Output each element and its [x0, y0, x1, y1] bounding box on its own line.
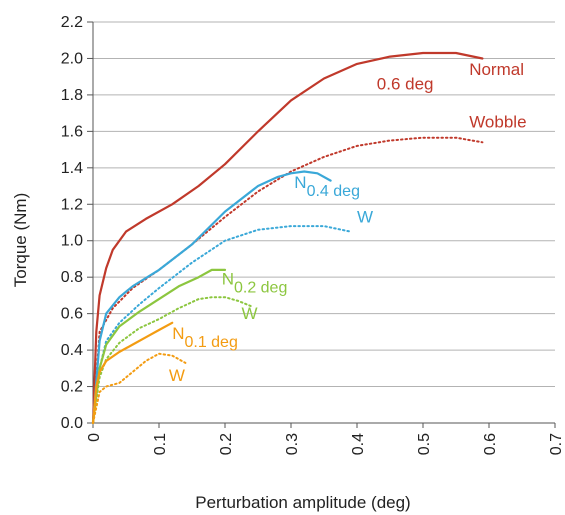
- y-tick-label: 1.6: [61, 123, 83, 140]
- annotation-label: 0.6 deg: [377, 74, 434, 93]
- y-tick-label: 0.4: [61, 342, 83, 359]
- series-line-0.4-deg-solid: [91, 170, 332, 425]
- axes: [87, 21, 556, 428]
- y-tick-label: 1.8: [61, 87, 83, 104]
- y-tick-label: 0.6: [61, 306, 83, 323]
- x-tick-label: 0.7: [548, 433, 565, 455]
- y-tick-label: 1.0: [61, 233, 83, 250]
- series-lines: [91, 51, 484, 425]
- y-tick-label: 0.2: [61, 379, 83, 396]
- y-tick-label: 2.0: [61, 50, 83, 67]
- series-line-0.2-deg-dotted: [92, 296, 253, 424]
- annotation-label: Normal: [469, 60, 524, 79]
- y-tick-label: 1.2: [61, 196, 83, 213]
- y-tick-label: 0.8: [61, 269, 83, 286]
- annotation-label: N0.4 deg: [294, 173, 360, 200]
- annotation-label: N0.1 deg: [172, 324, 238, 351]
- x-tick-label: 0.4: [350, 433, 367, 455]
- y-axis-title: Torque (Nm): [11, 193, 30, 287]
- annotation-label: Wobble: [469, 113, 526, 132]
- series-line-0.6-deg-dotted: [92, 136, 484, 424]
- y-tick-label: 1.4: [61, 160, 83, 177]
- y-tick-label: 0.0: [61, 415, 83, 432]
- annotation-label: W: [169, 366, 185, 385]
- x-tick-label: 0.5: [416, 433, 433, 455]
- x-axis-title: Perturbation amplitude (deg): [195, 493, 410, 512]
- x-tick-label: 0.3: [284, 433, 301, 455]
- x-tick-label: 0.1: [152, 433, 169, 455]
- x-tick-label: 0.2: [218, 433, 235, 455]
- series-line-0.4-deg-dotted: [92, 225, 352, 424]
- annotation-label: W: [357, 208, 373, 227]
- series-line-0.2-deg-solid: [91, 268, 227, 425]
- annotation-label: N0.2 deg: [222, 269, 288, 296]
- series-line-0.1-deg-dotted: [92, 352, 187, 424]
- series-line-0.1-deg-solid: [91, 321, 174, 425]
- y-tick-label: 2.2: [61, 14, 83, 31]
- x-tick-label: 0.6: [482, 433, 499, 455]
- x-tick-label: 0: [86, 433, 103, 442]
- x-tick-labels: 0 0.1 0.2 0.3 0.4 0.5 0.6 0.7: [86, 433, 565, 455]
- series-line-0.6-deg-solid: [91, 51, 484, 425]
- y-tick-labels: 0.0 0.2 0.4 0.6 0.8 1.0 1.2 1.4 1.6 1.8 2.0 2.2: [61, 14, 83, 432]
- annotation-label: W: [242, 304, 258, 323]
